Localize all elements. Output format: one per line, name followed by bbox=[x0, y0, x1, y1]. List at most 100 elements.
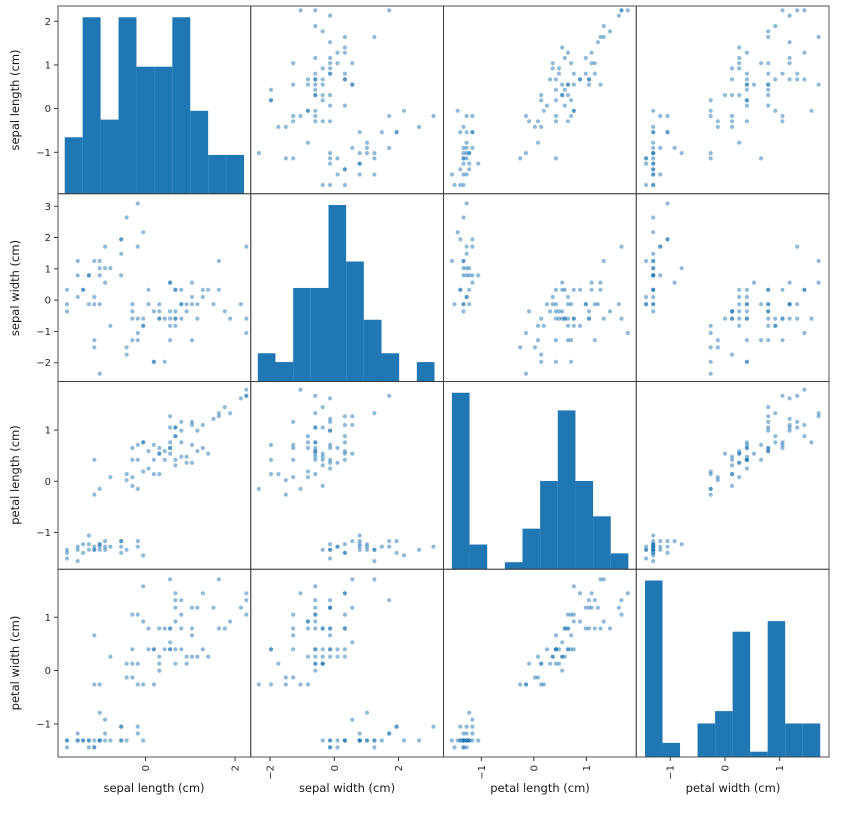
x-axis-label-sepal-length: sepal length (cm) bbox=[103, 781, 205, 795]
data-point bbox=[141, 316, 146, 321]
hist-bar bbox=[226, 154, 245, 194]
data-point bbox=[527, 119, 532, 124]
data-point bbox=[464, 145, 469, 150]
data-point bbox=[744, 119, 750, 124]
data-point bbox=[335, 172, 340, 177]
data-point bbox=[816, 258, 821, 264]
x-tick-label: 0 bbox=[529, 765, 540, 771]
data-point bbox=[64, 547, 70, 552]
data-point bbox=[228, 316, 233, 321]
data-point bbox=[586, 605, 592, 610]
data-point bbox=[313, 612, 318, 617]
data-point bbox=[560, 640, 565, 645]
data-point bbox=[328, 466, 333, 471]
data-point bbox=[342, 45, 347, 50]
data-point bbox=[598, 287, 603, 292]
hist-bar bbox=[363, 319, 382, 382]
y-tick-label: 2 bbox=[45, 17, 51, 28]
data-point bbox=[651, 151, 656, 156]
data-point bbox=[146, 626, 151, 631]
data-point bbox=[458, 237, 463, 242]
data-point bbox=[607, 309, 613, 314]
data-point bbox=[722, 93, 728, 98]
data-point bbox=[244, 591, 249, 596]
data-point bbox=[357, 172, 362, 177]
x-axis-label-petal-length: petal length (cm) bbox=[490, 781, 590, 795]
data-point bbox=[544, 647, 550, 652]
data-point bbox=[342, 414, 347, 419]
data-point bbox=[589, 280, 594, 285]
data-point bbox=[737, 287, 742, 292]
data-point bbox=[320, 29, 325, 34]
data-point bbox=[379, 130, 384, 135]
data-point bbox=[616, 302, 622, 307]
data-point bbox=[644, 544, 649, 549]
scatter-petal-length-cm-vs-sepal-length-cm bbox=[449, 8, 630, 188]
hist-bar bbox=[82, 17, 101, 194]
data-point bbox=[802, 434, 807, 439]
data-point bbox=[305, 475, 310, 480]
data-point bbox=[467, 287, 472, 292]
hist-bar bbox=[557, 410, 576, 570]
x-tick-label: 2 bbox=[231, 765, 242, 771]
y-tick-label: 1 bbox=[45, 426, 51, 437]
data-point bbox=[320, 457, 325, 462]
data-point bbox=[305, 82, 310, 87]
data-point bbox=[244, 387, 249, 392]
data-point bbox=[470, 280, 475, 285]
data-point bbox=[179, 598, 184, 603]
data-point bbox=[97, 302, 102, 307]
data-point bbox=[464, 156, 469, 161]
data-point bbox=[130, 661, 135, 666]
data-point bbox=[298, 113, 303, 119]
data-point bbox=[595, 302, 601, 307]
data-point bbox=[206, 287, 211, 292]
data-point bbox=[470, 113, 475, 119]
data-point bbox=[342, 434, 347, 439]
data-point bbox=[562, 654, 567, 659]
data-point bbox=[586, 626, 592, 631]
data-point bbox=[119, 724, 124, 729]
data-point bbox=[119, 251, 124, 256]
data-point bbox=[737, 323, 742, 328]
data-point bbox=[92, 302, 97, 307]
data-point bbox=[313, 411, 318, 416]
data-point bbox=[92, 338, 97, 343]
data-point bbox=[146, 466, 151, 471]
data-point bbox=[130, 675, 135, 680]
data-point bbox=[151, 472, 156, 477]
hist-bar bbox=[593, 516, 611, 570]
data-point bbox=[458, 287, 463, 292]
data-point bbox=[715, 119, 720, 124]
data-point bbox=[592, 598, 597, 603]
data-point bbox=[305, 434, 310, 439]
data-point bbox=[708, 108, 713, 113]
data-point bbox=[179, 647, 184, 652]
data-point bbox=[780, 119, 785, 124]
hist-bar bbox=[310, 287, 329, 382]
data-point bbox=[342, 77, 347, 82]
data-point bbox=[313, 668, 318, 673]
data-point bbox=[124, 478, 129, 483]
data-point bbox=[802, 422, 807, 428]
data-point bbox=[173, 316, 178, 321]
data-point bbox=[135, 330, 140, 336]
data-point bbox=[157, 316, 162, 321]
data-point bbox=[553, 633, 559, 638]
data-point bbox=[708, 113, 713, 119]
data-point bbox=[449, 172, 454, 177]
data-point bbox=[342, 50, 347, 55]
data-point bbox=[598, 82, 603, 87]
data-point bbox=[357, 738, 362, 743]
data-point bbox=[364, 542, 370, 547]
data-point bbox=[401, 553, 407, 558]
data-point bbox=[766, 93, 771, 98]
data-point bbox=[625, 591, 630, 596]
x-tick-label: 0 bbox=[720, 765, 731, 771]
data-point bbox=[651, 533, 656, 538]
hist-bar bbox=[504, 562, 523, 570]
data-point bbox=[372, 172, 377, 177]
data-point bbox=[135, 442, 140, 447]
y-tick-label: −1 bbox=[36, 327, 51, 338]
data-point bbox=[766, 323, 771, 328]
